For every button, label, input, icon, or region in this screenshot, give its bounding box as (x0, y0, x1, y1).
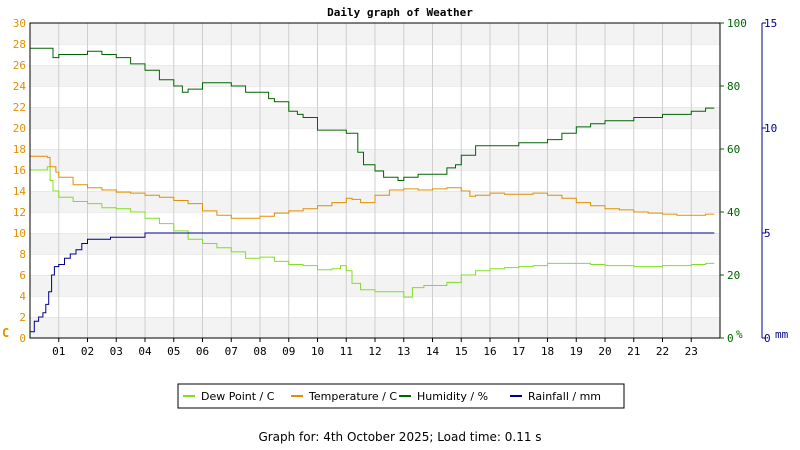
vertical-gridlines (58, 23, 692, 338)
left-tick-label: 22 (13, 101, 26, 114)
left-tick-label: 20 (13, 122, 26, 135)
x-tick-label: 09 (282, 345, 295, 358)
left-tick-label: 14 (13, 185, 27, 198)
left-tick-label: 2 (19, 311, 26, 324)
humidity-tick-label: 60 (727, 143, 740, 156)
left-tick-label: 6 (19, 269, 26, 282)
left-unit-label: C (2, 326, 9, 340)
humidity-line (30, 47, 715, 181)
rainfall-unit-label: mm (775, 328, 789, 341)
x-tick-label: 03 (110, 345, 123, 358)
left-tick-label: 30 (13, 17, 26, 30)
x-tick-label: 10 (311, 345, 324, 358)
humidity-tick-label: 100 (727, 17, 747, 30)
legend-label: Temperature / C (308, 390, 397, 403)
rainfall-line (30, 232, 715, 333)
x-tick-label: 08 (253, 345, 266, 358)
left-tick-label: 16 (13, 164, 26, 177)
x-tick-label: 21 (627, 345, 640, 358)
left-tick-label: 24 (13, 80, 27, 93)
legend-label: Rainfall / mm (528, 390, 601, 403)
rainfall-tick-label: 5 (764, 227, 771, 240)
x-tick-label: 05 (167, 345, 180, 358)
x-tick-label: 14 (426, 345, 440, 358)
x-tick-label: 07 (225, 345, 238, 358)
series-layer (30, 47, 715, 333)
rainfall-tick-label: 0 (764, 332, 771, 345)
dew-point-line (30, 166, 715, 298)
legend-label: Dew Point / C (201, 390, 275, 403)
x-tick-label: 23 (685, 345, 698, 358)
x-tick-label: 19 (570, 345, 583, 358)
left-tick-label: 18 (13, 143, 26, 156)
x-tick-label: 04 (138, 345, 152, 358)
left-tick-label: 8 (19, 248, 26, 261)
x-tick-label: 02 (81, 345, 94, 358)
rainfall-tick-label: 15 (764, 17, 777, 30)
rainfall-tick-label: 10 (764, 122, 777, 135)
humidity-tick-label: 20 (727, 269, 740, 282)
x-tick-label: 01 (52, 345, 65, 358)
left-tick-label: 0 (19, 332, 26, 345)
x-tick-label: 22 (656, 345, 669, 358)
x-tick-label: 11 (340, 345, 353, 358)
temperature-line (30, 155, 715, 219)
x-tick-label: 17 (512, 345, 525, 358)
x-tick-label: 18 (541, 345, 554, 358)
left-tick-label: 10 (13, 227, 26, 240)
chart-title: Daily graph of Weather (327, 6, 473, 19)
humidity-tick-label: 0 (727, 332, 734, 345)
x-tick-label: 15 (455, 345, 468, 358)
left-tick-label: 28 (13, 38, 26, 51)
x-tick-label: 16 (483, 345, 496, 358)
humidity-tick-label: 40 (727, 206, 740, 219)
humidity-tick-label: 80 (727, 80, 740, 93)
footer-status: Graph for: 4th October 2025; Load time: … (258, 430, 542, 444)
rainfall-axis: 0 5 10 15 mm (761, 17, 789, 345)
x-tick-label: 20 (598, 345, 611, 358)
x-tick-label: 13 (397, 345, 410, 358)
humidity-unit-label: % (736, 328, 743, 341)
legend-label: Humidity / % (417, 390, 488, 403)
left-tick-label: 12 (13, 206, 26, 219)
x-axis: 01 02 03 04 05 06 07 08 09 10 11 12 13 14 15 16 17 18 19 20… (52, 338, 698, 358)
left-tick-label: 4 (19, 290, 26, 303)
humidity-axis: 0 20 40 60 80 100% (720, 17, 747, 345)
x-tick-label: 12 (368, 345, 381, 358)
left-tick-label: 26 (13, 59, 26, 72)
legend: Dew Point / C Temperature / C Humidity / %… (177, 383, 625, 409)
x-tick-label: 06 (196, 345, 209, 358)
